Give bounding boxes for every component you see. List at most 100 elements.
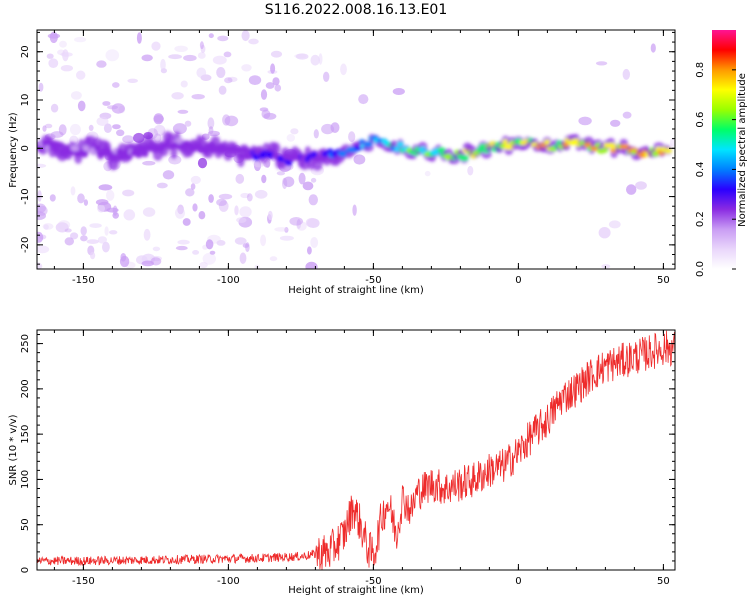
- noise-blob: [142, 160, 156, 166]
- noise-blob: [191, 94, 205, 100]
- snr-plot-area: [37, 330, 675, 570]
- noise-blob: [64, 228, 72, 233]
- noise-blob: [323, 71, 330, 83]
- noise-blob: [263, 112, 277, 120]
- spectrogram-marks: [37, 30, 675, 269]
- noise-blob: [48, 58, 59, 68]
- noise-blob: [162, 170, 175, 180]
- noise-blob: [197, 157, 208, 169]
- noise-blob: [669, 137, 675, 147]
- noise-blob: [83, 199, 88, 206]
- noise-blob: [104, 226, 109, 236]
- noise-blob: [177, 204, 184, 215]
- noise-blob: [223, 51, 232, 58]
- colorbar-tick-label: 0.8: [695, 62, 706, 78]
- noise-blob: [245, 242, 250, 253]
- noise-blob: [112, 124, 121, 130]
- noise-blob: [109, 230, 118, 235]
- noise-blob: [190, 175, 201, 185]
- noise-blob: [205, 239, 214, 250]
- y-tick-label: 50: [20, 518, 31, 531]
- noise-blob: [208, 33, 214, 39]
- noise-blob: [123, 209, 136, 221]
- noise-blob: [119, 255, 130, 268]
- ridge-core: [141, 150, 149, 158]
- noise-blob: [76, 70, 86, 80]
- noise-blob: [267, 210, 273, 221]
- noise-blob: [307, 246, 312, 255]
- noise-blob: [216, 240, 226, 246]
- noise-blob: [37, 211, 46, 221]
- x-tick-label: -100: [217, 275, 240, 286]
- noise-blob: [142, 207, 156, 217]
- ridge-halo: [170, 146, 178, 159]
- noise-blob: [216, 198, 227, 206]
- noise-blob: [88, 124, 94, 131]
- colorbar-tick-label: 0.6: [695, 112, 706, 128]
- y-tick-label: 250: [20, 334, 31, 353]
- noise-blob: [59, 40, 67, 48]
- noise-blob: [182, 218, 191, 226]
- y-tick-label: 0: [20, 145, 31, 151]
- noise-blob: [467, 165, 474, 176]
- noise-blob: [305, 217, 318, 228]
- x-tick-label: -150: [72, 275, 95, 286]
- noise-blob: [77, 100, 86, 112]
- ridge-halo: [271, 142, 281, 155]
- x-tick-label: -100: [217, 576, 240, 587]
- noise-blob: [98, 184, 113, 191]
- snr-x-label: Height of straight line (km): [288, 585, 424, 596]
- figure-title: S116.2022.008.16.13.E01: [265, 2, 448, 18]
- noise-blob: [196, 67, 207, 78]
- x-tick-label: -50: [365, 275, 381, 286]
- noise-blob: [353, 154, 366, 165]
- noise-blob: [298, 172, 306, 185]
- noise-blob: [310, 237, 319, 248]
- noise-blob: [610, 119, 621, 127]
- ridge-halo: [166, 132, 175, 145]
- noise-blob: [80, 235, 88, 242]
- noise-blob: [218, 193, 233, 200]
- noise-blob: [224, 77, 233, 84]
- noise-blob: [192, 250, 200, 255]
- noise-blob: [578, 116, 592, 126]
- noise-blob: [106, 207, 119, 213]
- noise-blob: [199, 41, 204, 50]
- noise-blob: [234, 205, 239, 216]
- noise-blob: [392, 88, 405, 95]
- noise-blob: [105, 49, 120, 62]
- noise-blob: [239, 206, 252, 218]
- noise-blob: [241, 30, 250, 42]
- ridge-core: [70, 145, 80, 152]
- noise-blob: [595, 61, 608, 66]
- noise-blob: [116, 129, 125, 137]
- noise-blob: [153, 113, 164, 125]
- noise-blob: [286, 134, 295, 142]
- noise-blob: [112, 82, 120, 88]
- noise-blob: [276, 171, 286, 176]
- noise-blob: [240, 192, 250, 199]
- noise-blob: [168, 54, 183, 60]
- colorbar: 0.0 0.2 0.4 0.6 0.8 Normalized spectral ampl…: [695, 30, 748, 277]
- noise-blob: [136, 32, 142, 44]
- ridge-core: [606, 142, 616, 148]
- noise-blob: [198, 211, 206, 220]
- noise-blob: [308, 194, 318, 206]
- noise-blob: [49, 194, 56, 202]
- noise-blob: [318, 53, 323, 65]
- noise-blob: [321, 123, 335, 135]
- ridge-core: [544, 139, 551, 145]
- noise-blob: [208, 194, 214, 203]
- noise-blob: [156, 182, 168, 189]
- noise-blob: [622, 68, 630, 80]
- noise-blob: [168, 155, 182, 165]
- noise-blob: [218, 85, 227, 95]
- noise-blob: [261, 174, 267, 184]
- noise-blob: [57, 220, 71, 230]
- y-tick-label: 10: [20, 94, 31, 107]
- noise-blob: [272, 77, 280, 86]
- x-tick-label: 0: [515, 275, 521, 286]
- x-tick-label: 50: [657, 275, 670, 286]
- spectrogram-frame: [36, 29, 676, 270]
